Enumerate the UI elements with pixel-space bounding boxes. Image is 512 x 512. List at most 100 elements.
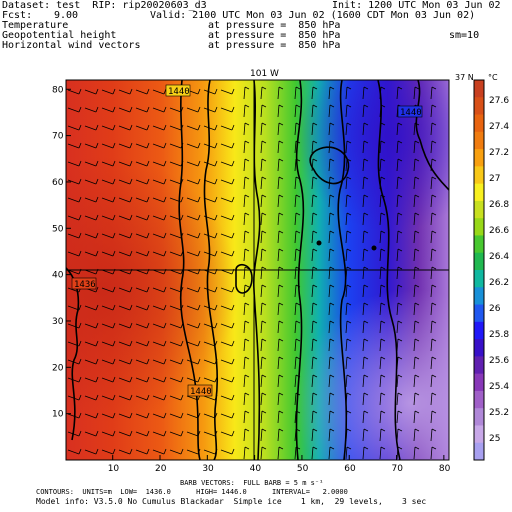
wind-barb <box>203 196 218 203</box>
colorbar-tick-label: 27.4 <box>489 122 509 132</box>
valid-time: Valid: 2100 UTC Mon 03 Jun 02 (1600 CDT … <box>150 10 476 21</box>
wind-barb <box>328 320 335 334</box>
wind-barb <box>277 176 284 190</box>
wind-barb <box>101 232 116 239</box>
wind-barb <box>413 194 420 208</box>
axis-tick-labels: 10 20 30 40 50 60 70 80 80 70 60 50 40 30 20 10 <box>52 85 451 474</box>
colorbar-swatch <box>474 200 484 219</box>
x-tick-label: 10 <box>108 464 120 474</box>
colorbar-labels: 27.6 27.4 27.2 27 26.8 26.6 26.4 26.2 26 25.8 25.6… <box>489 96 509 444</box>
wind-barb <box>220 340 235 347</box>
wind-barb <box>345 230 352 244</box>
wind-barb <box>243 212 250 226</box>
wind-barb <box>152 196 167 203</box>
wind-barb <box>396 122 403 136</box>
wind-barb <box>413 428 420 442</box>
wind-barb <box>135 286 150 293</box>
wind-barb <box>362 392 369 406</box>
y-tick-label: 10 <box>52 410 64 420</box>
wind-barb <box>243 374 250 388</box>
wind-barb <box>220 214 235 221</box>
colorbar-tick-label: 25.4 <box>489 382 509 392</box>
wind-barb <box>220 394 235 401</box>
wind-barb <box>84 430 99 437</box>
wind-barb <box>135 430 150 437</box>
wind-barb <box>67 106 82 113</box>
wind-barb <box>169 394 184 401</box>
wind-barb <box>220 178 235 185</box>
wind-barb <box>101 142 116 149</box>
x-tick-label: 40 <box>250 464 262 474</box>
wind-barb <box>67 142 82 149</box>
wind-barb <box>396 176 403 190</box>
wind-barb <box>345 284 352 298</box>
wind-barb <box>203 322 218 329</box>
wind-barb <box>152 286 167 293</box>
wind-barb <box>152 160 167 167</box>
wind-barb <box>413 230 420 244</box>
wind-barb <box>311 230 318 244</box>
wind-barb <box>379 302 386 316</box>
wind-barb <box>135 124 150 131</box>
wind-barb <box>260 356 267 370</box>
wind-barb <box>186 358 201 365</box>
wind-barb <box>84 178 99 185</box>
colorbar-tick-label: 25.8 <box>489 330 509 340</box>
wind-barb <box>152 214 167 221</box>
wind-barb <box>118 214 133 221</box>
wind-barb <box>362 302 369 316</box>
wind-barb <box>362 86 369 100</box>
contour-label: 1440 <box>190 387 212 397</box>
wind-barb <box>311 158 318 172</box>
wind-barb <box>294 356 301 370</box>
wind-barb <box>277 86 284 100</box>
wind-barb <box>413 284 420 298</box>
colorbar-tick-label: 26 <box>489 304 501 314</box>
wind-barb <box>169 340 184 347</box>
wind-barb <box>430 428 437 442</box>
wind-barb <box>328 302 335 316</box>
wind-barb <box>294 302 301 316</box>
wind-barb <box>67 322 82 329</box>
colorbar-tick-label: 25 <box>489 434 500 444</box>
wind-barb <box>243 410 250 424</box>
wind-barb <box>135 214 150 221</box>
wind-barb <box>277 158 284 172</box>
wind-barb <box>311 410 318 424</box>
wind-barb <box>430 140 437 154</box>
wind-barb <box>345 374 352 388</box>
wind-barb <box>203 286 218 293</box>
forecast-label: Fcst: <box>2 10 33 21</box>
wind-barb <box>396 320 403 334</box>
wind-barb <box>152 448 167 455</box>
wind-barb <box>396 302 403 316</box>
longitude-label: 101 W <box>250 69 279 79</box>
wind-barb <box>220 106 235 113</box>
wind-barb <box>294 86 301 100</box>
wind-barb <box>135 412 150 419</box>
axis-ticks <box>66 88 445 460</box>
wind-barb <box>328 86 335 100</box>
wind-barb <box>277 302 284 316</box>
contour-legend: CONTOURS: UNITS=m LOW= 1436.0 HIGH= 1446… <box>36 488 348 496</box>
wind-barb <box>243 320 250 334</box>
wind-barb <box>413 86 420 100</box>
wind-barb <box>362 248 369 262</box>
wind-barb <box>220 430 235 437</box>
wind-barb <box>311 284 318 298</box>
wind-barb <box>430 374 437 388</box>
wind-barb <box>84 142 99 149</box>
wind-barb <box>118 88 133 95</box>
wind-barb <box>345 194 352 208</box>
wind-barb <box>277 320 284 334</box>
wind-barb <box>220 412 235 419</box>
wind-barb <box>152 376 167 383</box>
colorbar-swatch <box>474 304 484 323</box>
wind-barb <box>67 412 82 419</box>
wind-barb <box>101 214 116 221</box>
wind-barb <box>277 140 284 154</box>
wind-barb <box>101 106 116 113</box>
wind-barb <box>101 448 116 455</box>
wind-barb <box>101 124 116 131</box>
